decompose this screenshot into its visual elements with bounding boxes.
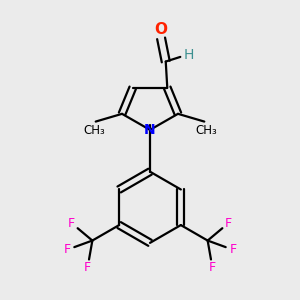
- Text: F: F: [68, 217, 75, 230]
- Text: F: F: [230, 243, 236, 256]
- Text: O: O: [154, 22, 167, 38]
- Text: F: F: [225, 217, 232, 230]
- Text: CH₃: CH₃: [83, 124, 105, 137]
- Text: H: H: [184, 48, 194, 62]
- Text: CH₃: CH₃: [195, 124, 217, 137]
- Text: F: F: [209, 261, 216, 274]
- Text: F: F: [84, 261, 91, 274]
- Text: F: F: [64, 243, 70, 256]
- Text: N: N: [144, 123, 156, 137]
